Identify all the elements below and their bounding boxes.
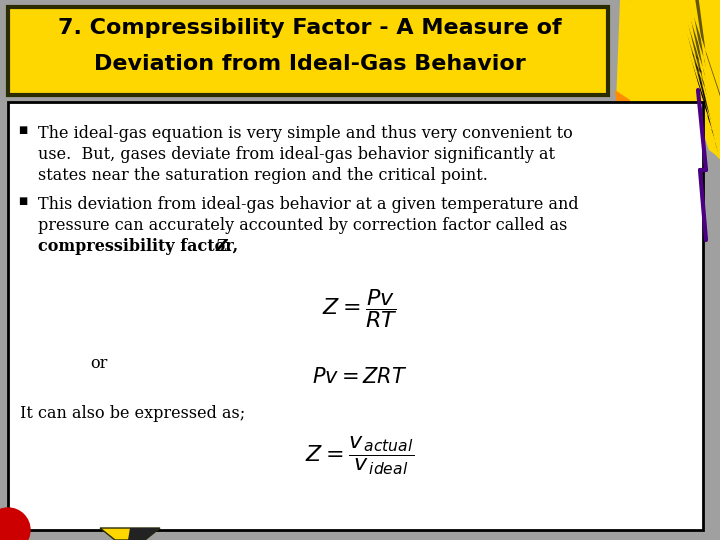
Text: ■: ■ <box>18 196 27 206</box>
Text: This deviation from ideal-gas behavior at a given temperature and: This deviation from ideal-gas behavior a… <box>38 196 579 213</box>
Polygon shape <box>672 0 720 160</box>
Polygon shape <box>675 0 720 160</box>
Circle shape <box>0 508 30 540</box>
Text: ■: ■ <box>18 125 27 135</box>
Polygon shape <box>659 0 720 158</box>
Polygon shape <box>680 0 720 160</box>
Polygon shape <box>639 0 708 88</box>
Polygon shape <box>128 528 160 540</box>
Polygon shape <box>642 0 704 102</box>
Polygon shape <box>663 0 720 160</box>
Polygon shape <box>676 0 720 160</box>
Polygon shape <box>685 0 720 160</box>
Polygon shape <box>668 0 720 160</box>
Polygon shape <box>630 0 700 60</box>
Text: Z: Z <box>216 238 228 255</box>
Polygon shape <box>647 0 708 116</box>
Polygon shape <box>680 0 720 160</box>
Polygon shape <box>650 0 713 130</box>
Polygon shape <box>684 0 720 160</box>
Polygon shape <box>689 0 720 160</box>
Polygon shape <box>629 0 691 60</box>
Text: It can also be expressed as;: It can also be expressed as; <box>20 405 246 422</box>
Polygon shape <box>100 528 160 540</box>
Text: compressibility factor,: compressibility factor, <box>38 238 244 255</box>
Polygon shape <box>615 0 720 160</box>
Text: states near the saturation region and the critical point.: states near the saturation region and th… <box>38 167 488 184</box>
Polygon shape <box>615 90 640 150</box>
Polygon shape <box>643 0 713 102</box>
Text: pressure can accurately accounted by correction factor called as: pressure can accurately accounted by cor… <box>38 217 567 234</box>
Polygon shape <box>667 0 720 160</box>
Text: Deviation from Ideal-Gas Behavior: Deviation from Ideal-Gas Behavior <box>94 54 526 74</box>
Text: $Z = \dfrac{Pv}{RT}$: $Z = \dfrac{Pv}{RT}$ <box>323 287 397 330</box>
Text: or: or <box>90 355 107 372</box>
Polygon shape <box>664 0 720 160</box>
FancyBboxPatch shape <box>8 102 703 530</box>
FancyBboxPatch shape <box>8 7 608 95</box>
Polygon shape <box>660 0 720 158</box>
Polygon shape <box>654 0 716 144</box>
Polygon shape <box>655 0 720 144</box>
Text: .: . <box>226 238 232 255</box>
Text: The ideal-gas equation is very simple and thus very convenient to: The ideal-gas equation is very simple an… <box>38 125 572 142</box>
Polygon shape <box>634 0 704 74</box>
Text: use.  But, gases deviate from ideal-gas behavior significantly at: use. But, gases deviate from ideal-gas b… <box>38 146 555 163</box>
Polygon shape <box>651 0 720 130</box>
Polygon shape <box>638 0 700 88</box>
Polygon shape <box>688 0 720 160</box>
Polygon shape <box>634 0 696 74</box>
Polygon shape <box>672 0 720 160</box>
Polygon shape <box>647 0 717 116</box>
Text: $Z = \dfrac{v_{\,actual}}{v_{\,ideal}}$: $Z = \dfrac{v_{\,actual}}{v_{\,ideal}}$ <box>305 435 415 477</box>
Text: 7. Compressibility Factor - A Measure of: 7. Compressibility Factor - A Measure of <box>58 18 562 38</box>
Text: $Pv = ZRT$: $Pv = ZRT$ <box>312 367 408 387</box>
